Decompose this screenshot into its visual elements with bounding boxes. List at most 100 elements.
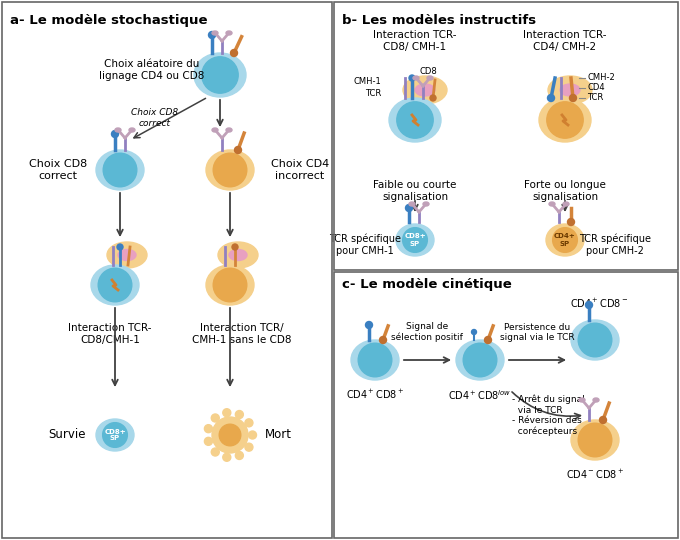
Text: Interaction TCR-
CD4/ CMH-2: Interaction TCR- CD4/ CMH-2 xyxy=(523,30,607,52)
Ellipse shape xyxy=(415,84,435,96)
Circle shape xyxy=(103,423,127,447)
Text: Choix CD8
correct: Choix CD8 correct xyxy=(29,159,87,181)
Text: CD8+
SP: CD8+ SP xyxy=(104,429,126,442)
Text: CD4$^+$CD8$^+$: CD4$^+$CD8$^+$ xyxy=(346,388,404,401)
Circle shape xyxy=(202,57,238,93)
Text: a- Le modèle stochastique: a- Le modèle stochastique xyxy=(10,14,207,27)
Ellipse shape xyxy=(563,202,569,206)
Circle shape xyxy=(235,451,243,460)
Ellipse shape xyxy=(548,76,592,104)
Text: Choix CD4
incorrect: Choix CD4 incorrect xyxy=(271,159,329,181)
Ellipse shape xyxy=(579,398,585,402)
Ellipse shape xyxy=(351,340,399,380)
Circle shape xyxy=(231,50,237,57)
Circle shape xyxy=(205,437,212,446)
Ellipse shape xyxy=(91,265,139,305)
Ellipse shape xyxy=(96,419,134,451)
Text: c- Le modèle cinétique: c- Le modèle cinétique xyxy=(342,278,512,291)
Circle shape xyxy=(209,31,216,38)
Circle shape xyxy=(463,343,497,377)
Ellipse shape xyxy=(194,53,246,97)
Circle shape xyxy=(205,424,212,433)
Ellipse shape xyxy=(212,128,218,132)
Circle shape xyxy=(358,343,392,377)
Text: TCR: TCR xyxy=(364,90,381,98)
Text: CD4$^-$CD8$^+$: CD4$^-$CD8$^+$ xyxy=(566,468,624,481)
Text: CMH-1: CMH-1 xyxy=(353,78,381,86)
Ellipse shape xyxy=(96,150,144,190)
Circle shape xyxy=(245,443,253,451)
Ellipse shape xyxy=(427,76,433,80)
Ellipse shape xyxy=(571,320,619,360)
Circle shape xyxy=(570,94,577,102)
Ellipse shape xyxy=(107,242,147,268)
Ellipse shape xyxy=(226,31,232,35)
Circle shape xyxy=(405,205,413,212)
Circle shape xyxy=(578,423,612,457)
Text: Interaction TCR-
CD8/CMH-1: Interaction TCR- CD8/CMH-1 xyxy=(68,323,152,345)
Ellipse shape xyxy=(549,202,555,206)
Ellipse shape xyxy=(539,98,591,142)
Circle shape xyxy=(223,453,231,461)
Circle shape xyxy=(212,417,248,453)
Circle shape xyxy=(117,244,123,250)
Circle shape xyxy=(211,448,219,456)
Text: TCR spécifique
pour CMH-1: TCR spécifique pour CMH-1 xyxy=(329,234,401,256)
Circle shape xyxy=(211,414,219,422)
Circle shape xyxy=(578,323,612,357)
Text: CD4$^+$CD8$^{low}$: CD4$^+$CD8$^{low}$ xyxy=(448,388,512,402)
Circle shape xyxy=(585,301,592,308)
Circle shape xyxy=(232,244,238,250)
Text: Forte ou longue
signalisation: Forte ou longue signalisation xyxy=(524,180,606,201)
Circle shape xyxy=(214,268,247,302)
Text: Faible ou courte
signalisation: Faible ou courte signalisation xyxy=(373,180,457,201)
Circle shape xyxy=(379,336,386,343)
Ellipse shape xyxy=(593,398,599,402)
Bar xyxy=(334,2,678,270)
Circle shape xyxy=(547,102,583,138)
Circle shape xyxy=(553,228,577,252)
Circle shape xyxy=(600,416,607,423)
Text: CD8: CD8 xyxy=(419,68,437,77)
Circle shape xyxy=(235,146,241,153)
Circle shape xyxy=(409,75,415,81)
Text: - Arrêt du signal
  via le TCR
- Réversion des
  corécepteurs: - Arrêt du signal via le TCR - Réversion… xyxy=(512,395,585,436)
Circle shape xyxy=(397,102,433,138)
Text: CMH-2: CMH-2 xyxy=(587,73,615,83)
Ellipse shape xyxy=(560,84,580,96)
Text: TCR: TCR xyxy=(587,93,603,103)
Text: TCR spécifique
pour CMH-2: TCR spécifique pour CMH-2 xyxy=(579,234,651,256)
Circle shape xyxy=(248,431,256,439)
Ellipse shape xyxy=(212,31,218,35)
Text: Mort: Mort xyxy=(265,429,292,442)
Text: b- Les modèles instructifs: b- Les modèles instructifs xyxy=(342,14,536,27)
Text: CD4+
SP: CD4+ SP xyxy=(554,233,576,246)
Ellipse shape xyxy=(206,150,254,190)
Circle shape xyxy=(245,419,253,427)
Ellipse shape xyxy=(229,249,247,260)
Circle shape xyxy=(403,228,427,252)
Ellipse shape xyxy=(396,224,434,256)
Ellipse shape xyxy=(423,202,429,206)
Text: Choix aléatoire du
lignage CD4 ou CD8: Choix aléatoire du lignage CD4 ou CD8 xyxy=(99,59,205,81)
Circle shape xyxy=(430,95,436,101)
Circle shape xyxy=(103,153,137,187)
Text: Survie: Survie xyxy=(48,429,86,442)
Ellipse shape xyxy=(456,340,504,380)
Ellipse shape xyxy=(226,128,232,132)
Ellipse shape xyxy=(413,76,419,80)
Ellipse shape xyxy=(206,265,254,305)
Circle shape xyxy=(223,409,231,417)
Circle shape xyxy=(235,410,243,418)
Circle shape xyxy=(214,153,247,187)
Circle shape xyxy=(366,321,373,328)
Ellipse shape xyxy=(409,202,415,206)
Circle shape xyxy=(471,329,477,334)
Text: CD4: CD4 xyxy=(587,84,605,92)
Text: Interaction TCR/
CMH-1 sans le CD8: Interaction TCR/ CMH-1 sans le CD8 xyxy=(192,323,292,345)
Ellipse shape xyxy=(118,249,136,260)
Ellipse shape xyxy=(546,224,584,256)
Ellipse shape xyxy=(218,242,258,268)
Text: Persistence du
signal via le TCR: Persistence du signal via le TCR xyxy=(500,322,575,342)
Circle shape xyxy=(219,424,241,446)
